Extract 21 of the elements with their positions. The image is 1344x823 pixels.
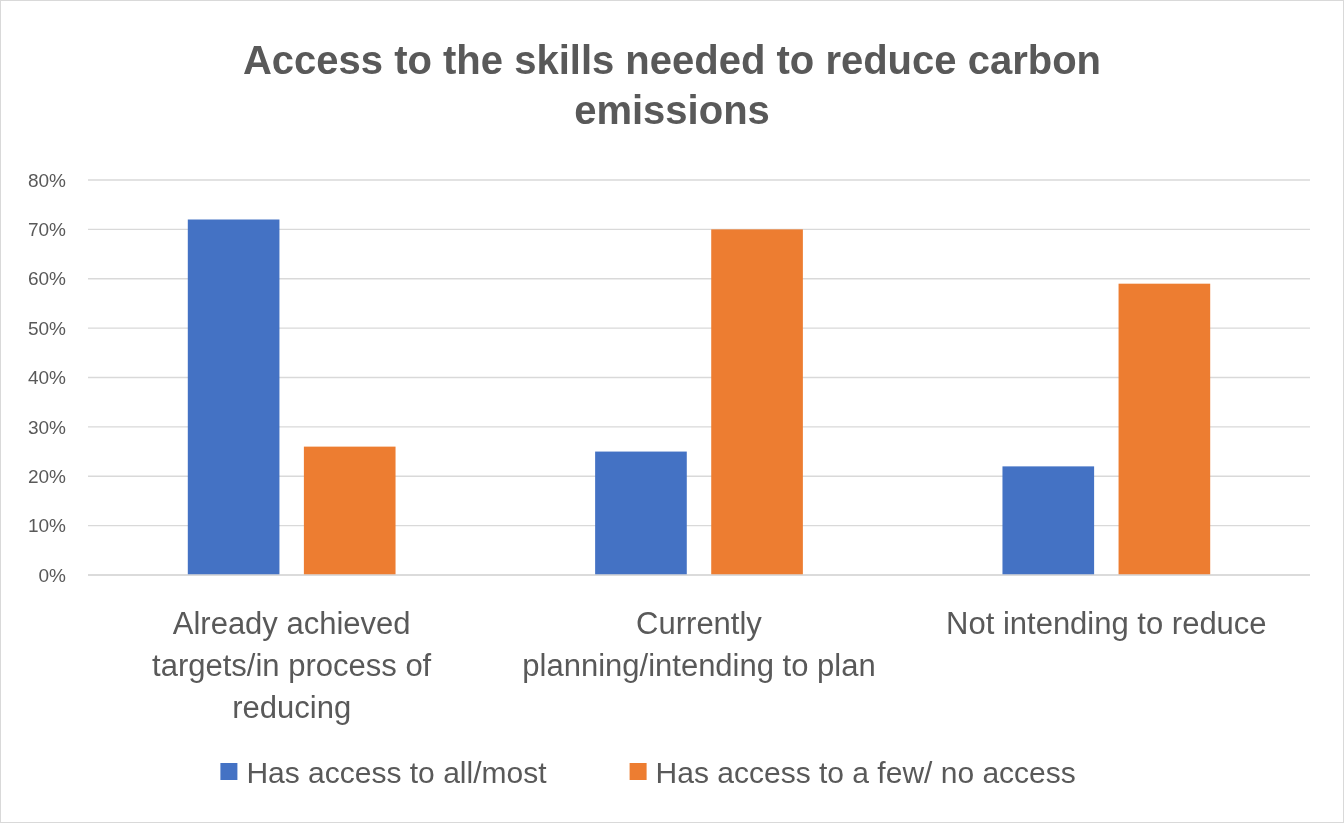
y-tick-label: 40% [27, 367, 67, 389]
bar [187, 219, 280, 575]
y-tick-label: 10% [27, 515, 67, 537]
y-tick-label: 20% [27, 465, 67, 487]
y-tick-label: 30% [27, 416, 67, 438]
bar [595, 451, 687, 575]
legend-label: Has access to a few/ no access [655, 755, 1076, 789]
y-tick-label: 0% [38, 564, 67, 586]
chart-title: Access to the skills needed to reduce carbon emissions [242, 38, 1102, 132]
bar [1118, 283, 1211, 575]
y-tick-label: 80% [27, 169, 67, 191]
bar [1002, 466, 1095, 575]
legend-label: Has access to all/most [246, 755, 548, 789]
x-tick-label: Currently planning/intending to plan [522, 606, 876, 683]
y-tick-label: 50% [27, 317, 67, 339]
y-tick-label: 60% [27, 268, 67, 290]
bar [303, 446, 396, 575]
x-tick-label: Not intending to reduce [946, 606, 1267, 641]
y-tick-label: 70% [27, 219, 67, 241]
bar [711, 229, 803, 575]
x-tick-label: Already achieved targets/in process of reducing [152, 606, 432, 725]
